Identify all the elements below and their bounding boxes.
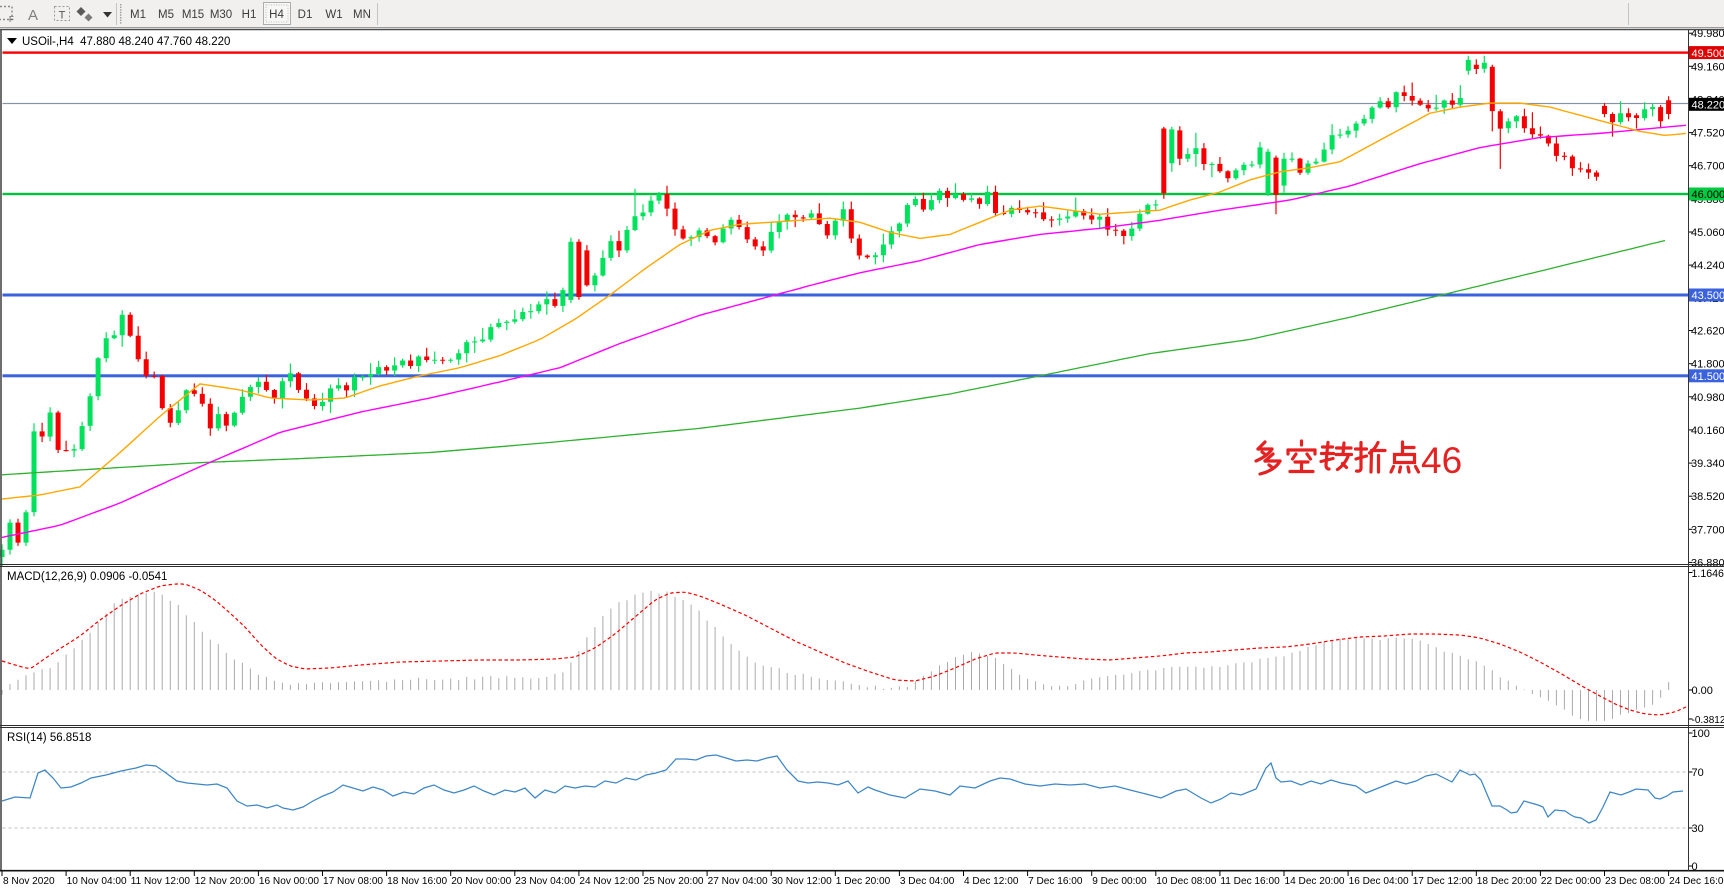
svg-text:42.620: 42.620 — [1691, 326, 1724, 338]
svg-text:25 Nov 20:00: 25 Nov 20:00 — [644, 876, 704, 887]
svg-text:1 Dec 20:00: 1 Dec 20:00 — [836, 876, 891, 887]
svg-text:43.500: 43.500 — [1692, 290, 1724, 302]
svg-text:49.160: 49.160 — [1691, 61, 1724, 73]
svg-text:M1: M1 — [130, 9, 146, 21]
svg-text:46: 46 — [1421, 440, 1462, 481]
svg-text:RSI(14) 56.8518: RSI(14) 56.8518 — [7, 732, 91, 744]
svg-text:12 Nov 20:00: 12 Nov 20:00 — [195, 876, 255, 887]
svg-text:M15: M15 — [182, 9, 204, 21]
svg-text:8 Nov 2020: 8 Nov 2020 — [3, 876, 55, 887]
svg-text:48.220: 48.220 — [1692, 100, 1724, 112]
svg-text:46.000: 46.000 — [1692, 189, 1724, 201]
svg-text:T: T — [59, 10, 66, 22]
svg-text:44.240: 44.240 — [1691, 260, 1724, 272]
svg-text:11 Dec 16:00: 11 Dec 16:00 — [1220, 876, 1280, 887]
svg-text:23 Dec 08:00: 23 Dec 08:00 — [1605, 876, 1665, 887]
svg-text:10 Nov 04:00: 10 Nov 04:00 — [67, 876, 127, 887]
svg-text:38.520: 38.520 — [1691, 491, 1724, 503]
svg-text:D1: D1 — [298, 9, 313, 21]
svg-text:10 Dec 08:00: 10 Dec 08:00 — [1156, 876, 1216, 887]
svg-text:W1: W1 — [325, 9, 342, 21]
svg-text:0.00: 0.00 — [1692, 685, 1713, 697]
svg-text:24 Dec 16:00: 24 Dec 16:00 — [1669, 876, 1724, 887]
svg-text:USOil-,H4 47.880 48.240 47.76: USOil-,H4 47.880 48.240 47.760 48.220 — [22, 36, 230, 48]
svg-text:20 Nov 00:00: 20 Nov 00:00 — [451, 876, 511, 887]
svg-text:M30: M30 — [210, 9, 232, 21]
svg-text:F: F — [9, 15, 14, 24]
svg-text:3 Dec 04:00: 3 Dec 04:00 — [900, 876, 955, 887]
svg-text:37.700: 37.700 — [1691, 524, 1724, 536]
svg-text:49.980: 49.980 — [1691, 28, 1724, 40]
svg-text:H4: H4 — [269, 9, 284, 21]
svg-text:23 Nov 04:00: 23 Nov 04:00 — [515, 876, 575, 887]
svg-text:17 Nov 08:00: 17 Nov 08:00 — [323, 876, 383, 887]
svg-text:30: 30 — [1692, 823, 1704, 835]
svg-text:47.520: 47.520 — [1691, 128, 1724, 140]
svg-text:-0.3812: -0.3812 — [1692, 715, 1724, 726]
svg-text:46.700: 46.700 — [1691, 161, 1724, 173]
svg-text:14 Dec 20:00: 14 Dec 20:00 — [1285, 876, 1345, 887]
svg-text:100: 100 — [1692, 728, 1710, 740]
svg-text:40.980: 40.980 — [1691, 392, 1724, 404]
svg-text:MACD(12,26,9) 0.0906 -0.0541: MACD(12,26,9) 0.0906 -0.0541 — [7, 571, 167, 583]
svg-text:7 Dec 16:00: 7 Dec 16:00 — [1028, 876, 1083, 887]
svg-text:39.340: 39.340 — [1691, 458, 1724, 470]
svg-text:17 Dec 12:00: 17 Dec 12:00 — [1413, 876, 1473, 887]
svg-text:16 Dec 04:00: 16 Dec 04:00 — [1349, 876, 1409, 887]
svg-text:24 Nov 12:00: 24 Nov 12:00 — [579, 876, 639, 887]
svg-text:16 Nov 00:00: 16 Nov 00:00 — [259, 876, 319, 887]
svg-text:0: 0 — [1692, 861, 1698, 873]
svg-text:M5: M5 — [158, 9, 174, 21]
svg-text:H1: H1 — [242, 9, 257, 21]
svg-text:40.160: 40.160 — [1691, 425, 1724, 437]
svg-text:41.500: 41.500 — [1692, 371, 1724, 383]
svg-text:4 Dec 12:00: 4 Dec 12:00 — [964, 876, 1019, 887]
svg-text:9 Dec 00:00: 9 Dec 00:00 — [1092, 876, 1147, 887]
svg-text:45.060: 45.060 — [1691, 227, 1724, 239]
svg-text:MN: MN — [353, 9, 371, 21]
svg-text:41.800: 41.800 — [1691, 359, 1724, 371]
svg-text:18 Dec 20:00: 18 Dec 20:00 — [1477, 876, 1537, 887]
svg-text:18 Nov 16:00: 18 Nov 16:00 — [387, 876, 447, 887]
svg-text:70: 70 — [1692, 767, 1704, 779]
svg-text:11 Nov 12:00: 11 Nov 12:00 — [131, 876, 191, 887]
svg-text:49.500: 49.500 — [1692, 48, 1724, 60]
svg-text:1.1646: 1.1646 — [1692, 568, 1724, 580]
svg-text:A: A — [28, 7, 38, 24]
svg-text:22 Dec 00:00: 22 Dec 00:00 — [1541, 876, 1601, 887]
svg-text:27 Nov 04:00: 27 Nov 04:00 — [708, 876, 768, 887]
svg-text:30 Nov 12:00: 30 Nov 12:00 — [772, 876, 832, 887]
